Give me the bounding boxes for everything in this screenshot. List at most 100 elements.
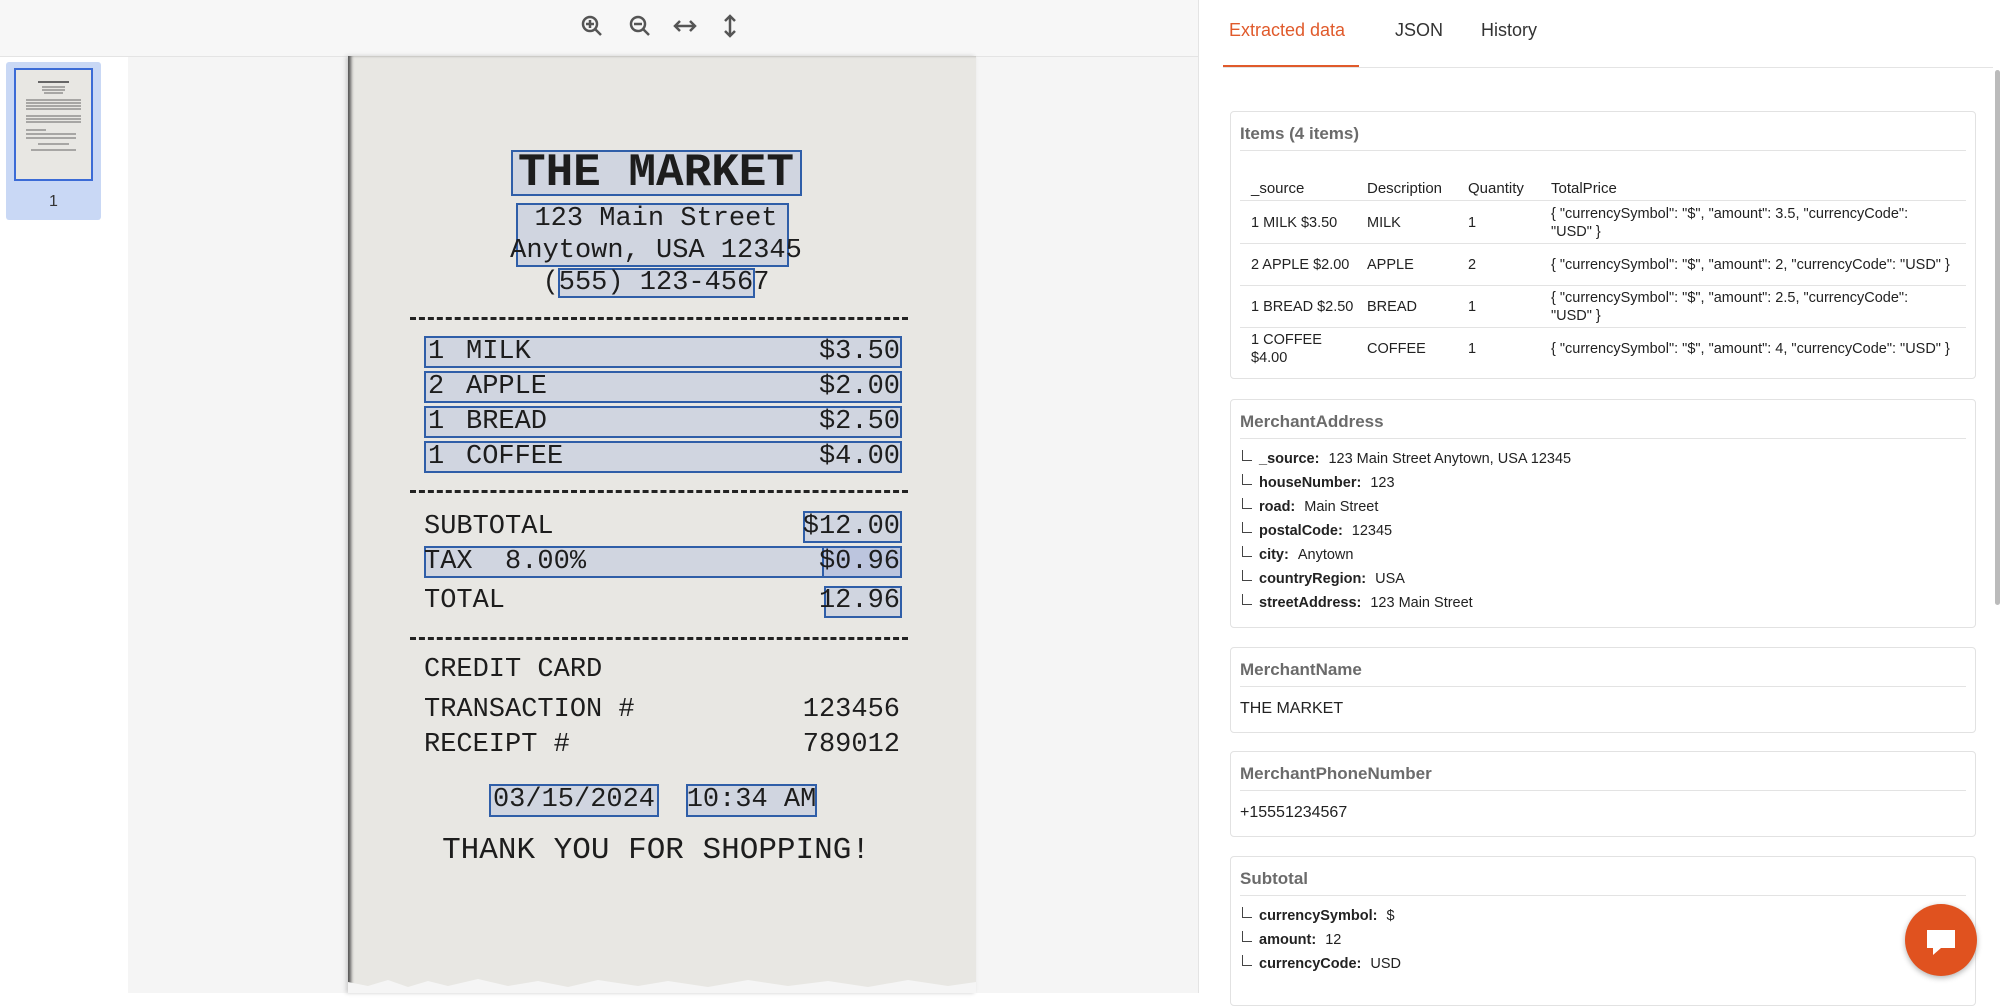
scrollbar[interactable] — [1995, 70, 2000, 605]
tree-connector — [1242, 594, 1252, 605]
receipt-time: 10:34 AM — [686, 785, 817, 815]
torn-edge — [348, 979, 976, 993]
field-value: 123 Main Street — [1370, 595, 1473, 611]
merchant-name-card: MerchantName THE MARKET — [1230, 647, 1976, 733]
highlight-box — [803, 511, 902, 543]
receipt-amount: 12.96 — [818, 586, 900, 616]
fit-width[interactable] — [673, 20, 697, 32]
table-header: TotalPrice — [1551, 180, 1617, 197]
item-name: APPLE — [466, 372, 548, 402]
highlight-box — [516, 203, 789, 267]
item-name: COFFEE — [466, 442, 564, 472]
item-quantity: 2 — [428, 372, 445, 402]
field-key: amount: — [1259, 932, 1317, 948]
tree-connector — [1242, 522, 1252, 533]
tab-active[interactable]: Extracted data — [1229, 20, 1346, 40]
receipt-amount: $12.00 — [802, 512, 900, 542]
receipt-amount: $0.96 — [818, 547, 900, 577]
table-cell: 2 APPLE $2.00 — [1251, 257, 1350, 273]
table-cell: 2 — [1468, 257, 1477, 273]
receipt-label: SUBTOTAL — [424, 512, 554, 542]
field-row: currencySymbol: $ — [1242, 907, 1395, 924]
card-title: MerchantPhoneNumber — [1240, 764, 1432, 783]
tree-connector — [1242, 450, 1252, 461]
tab-indicator — [1223, 65, 1359, 68]
item-quantity: 1 — [428, 337, 445, 367]
tab[interactable]: History — [1481, 20, 1538, 40]
highlight-box — [824, 586, 902, 618]
receipt-label: TOTAL — [424, 586, 506, 616]
field-key: city: — [1259, 547, 1289, 563]
card-title: Subtotal — [1240, 869, 1308, 888]
table-cell: 1 MILK $3.50 — [1251, 215, 1338, 231]
highlight-box — [424, 371, 902, 403]
row-divider — [1240, 327, 1966, 328]
tree-connector — [1242, 907, 1252, 918]
chat-icon — [1927, 930, 1955, 955]
tab-divider — [1223, 67, 1993, 68]
row-divider — [1240, 243, 1966, 244]
table-cell: 1 BREAD $2.50 — [1251, 299, 1354, 315]
field-row: city: Anytown — [1242, 546, 1353, 563]
card-title: Items (4 items) — [1240, 124, 1360, 143]
fit-height[interactable] — [724, 14, 736, 38]
field-key: streetAddress: — [1259, 595, 1362, 611]
table-cell: { "currencySymbol": "$", "amount": 2, "c… — [1551, 257, 1950, 273]
item-price: $2.50 — [818, 407, 900, 437]
tree-connector — [1242, 546, 1252, 557]
field-value: USD — [1370, 956, 1401, 972]
field-value: Main Street — [1304, 499, 1379, 515]
field-value: USA — [1375, 571, 1405, 587]
tree-connector — [1242, 570, 1252, 581]
receipt-date: 03/15/2024 — [492, 785, 656, 815]
thumbnail-selected[interactable]: 1 — [6, 62, 101, 220]
table-cell: 1 COFFEE $4.00 — [1251, 332, 1322, 366]
field-key: currencyCode: — [1259, 956, 1362, 972]
field-row: streetAddress: 123 Main Street — [1242, 594, 1473, 611]
receipt-address: 123 Main Street — [534, 204, 778, 234]
table-cell: COFFEE — [1367, 341, 1426, 357]
row-divider — [1240, 200, 1966, 201]
toolbar-icons — [581, 14, 736, 38]
chat-button[interactable] — [1905, 904, 1977, 976]
row-divider — [1240, 285, 1966, 286]
table-cell: MILK — [1367, 215, 1401, 231]
field-row: currencyCode: USD — [1242, 955, 1401, 972]
table-header: Quantity — [1468, 180, 1524, 197]
field-value: 12 — [1325, 932, 1342, 948]
highlight-box — [686, 784, 817, 817]
receipt-phone: (555) 123-4567 — [542, 268, 770, 298]
tab[interactable]: JSON — [1395, 20, 1444, 40]
card-divider — [1240, 438, 1966, 439]
field-key: _source: — [1259, 451, 1320, 467]
field-row: houseNumber: 123 — [1242, 474, 1395, 491]
receipt-merchant: THE MARKET — [517, 147, 795, 199]
tree-connector — [1242, 955, 1252, 966]
receipt-label: RECEIPT # — [424, 730, 570, 760]
field-value: 123 Main Street Anytown, USA 12345 — [1328, 451, 1572, 467]
card-title: MerchantName — [1240, 660, 1362, 679]
separator — [410, 490, 908, 493]
field-value: +15551234567 — [1240, 804, 1348, 821]
highlight-box — [424, 441, 902, 473]
zoom-out[interactable] — [629, 15, 650, 36]
receipt-label: TRANSACTION # — [424, 695, 635, 725]
item-price: $2.00 — [818, 372, 900, 402]
highlight-box — [489, 784, 659, 817]
field-key: houseNumber: — [1259, 475, 1362, 491]
field-row: amount: 12 — [1242, 931, 1341, 948]
field-key: postalCode: — [1259, 523, 1343, 539]
field-value: $ — [1386, 908, 1395, 924]
zoom-in[interactable] — [581, 15, 602, 36]
field-row: countryRegion: USA — [1242, 570, 1405, 587]
card-divider — [1240, 790, 1966, 791]
card-divider — [1240, 150, 1966, 151]
table-cell: APPLE — [1367, 257, 1414, 273]
card-divider — [1240, 895, 1966, 896]
card-title: MerchantAddress — [1240, 412, 1384, 431]
field-row: road: Main Street — [1242, 498, 1378, 515]
highlight-box — [558, 268, 755, 298]
field-value: THE MARKET — [1240, 700, 1344, 717]
field-value: 123 — [1370, 475, 1395, 491]
